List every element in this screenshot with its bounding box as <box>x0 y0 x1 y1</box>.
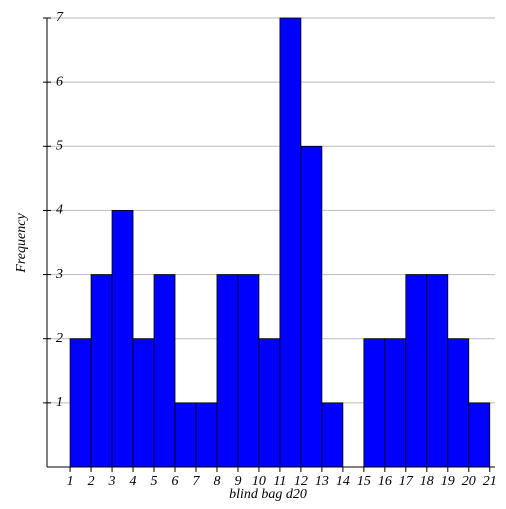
x-tick-label: 20 <box>462 474 476 489</box>
bar <box>174 402 197 468</box>
y-tick-label: 3 <box>55 267 63 282</box>
x-tick-label: 10 <box>252 474 266 489</box>
y-tick-label: 4 <box>56 203 63 218</box>
bar <box>384 338 407 468</box>
y-tick-label: 2 <box>56 331 63 346</box>
bar <box>468 402 491 468</box>
x-tick-label: 6 <box>172 474 179 489</box>
x-tick-label: 14 <box>336 474 350 489</box>
y-tick-label: 6 <box>56 74 63 89</box>
bar <box>321 402 344 468</box>
bar <box>363 338 386 468</box>
x-tick-label: 5 <box>151 474 158 489</box>
y-tick-label: 7 <box>56 10 64 25</box>
y-tick-label: 1 <box>56 395 63 410</box>
bar <box>69 338 92 468</box>
bar <box>216 274 239 468</box>
bar <box>111 210 134 468</box>
x-tick-label: 19 <box>441 474 455 489</box>
x-tick-label: 12 <box>294 474 308 489</box>
bar <box>132 338 155 468</box>
x-tick-label: 18 <box>420 474 434 489</box>
bar <box>90 274 113 468</box>
bar <box>153 274 176 468</box>
bar <box>426 274 449 468</box>
bar <box>300 145 323 468</box>
x-tick-label: 17 <box>399 474 414 489</box>
x-tick-label: 15 <box>357 474 371 489</box>
bar <box>195 402 218 468</box>
bar <box>237 274 260 468</box>
x-tick-label: 3 <box>108 474 116 489</box>
x-tick-label: 2 <box>88 474 95 489</box>
x-tick-label: 13 <box>315 474 329 489</box>
x-tick-label: 16 <box>378 474 392 489</box>
y-tick-label: 5 <box>56 139 63 154</box>
x-tick-label: 11 <box>273 474 286 489</box>
bar <box>279 17 302 468</box>
x-axis-title: blind bag d20 <box>229 487 307 502</box>
y-axis-title: Frequency <box>14 213 29 274</box>
x-tick-label: 21 <box>483 474 497 489</box>
x-tick-label: 9 <box>234 474 241 489</box>
bar <box>447 338 470 468</box>
x-tick-label: 4 <box>130 474 137 489</box>
x-tick-label: 8 <box>213 474 220 489</box>
bar <box>405 274 428 468</box>
x-tick-label: 1 <box>67 474 74 489</box>
bar <box>258 338 281 468</box>
x-tick-label: 7 <box>192 474 200 489</box>
